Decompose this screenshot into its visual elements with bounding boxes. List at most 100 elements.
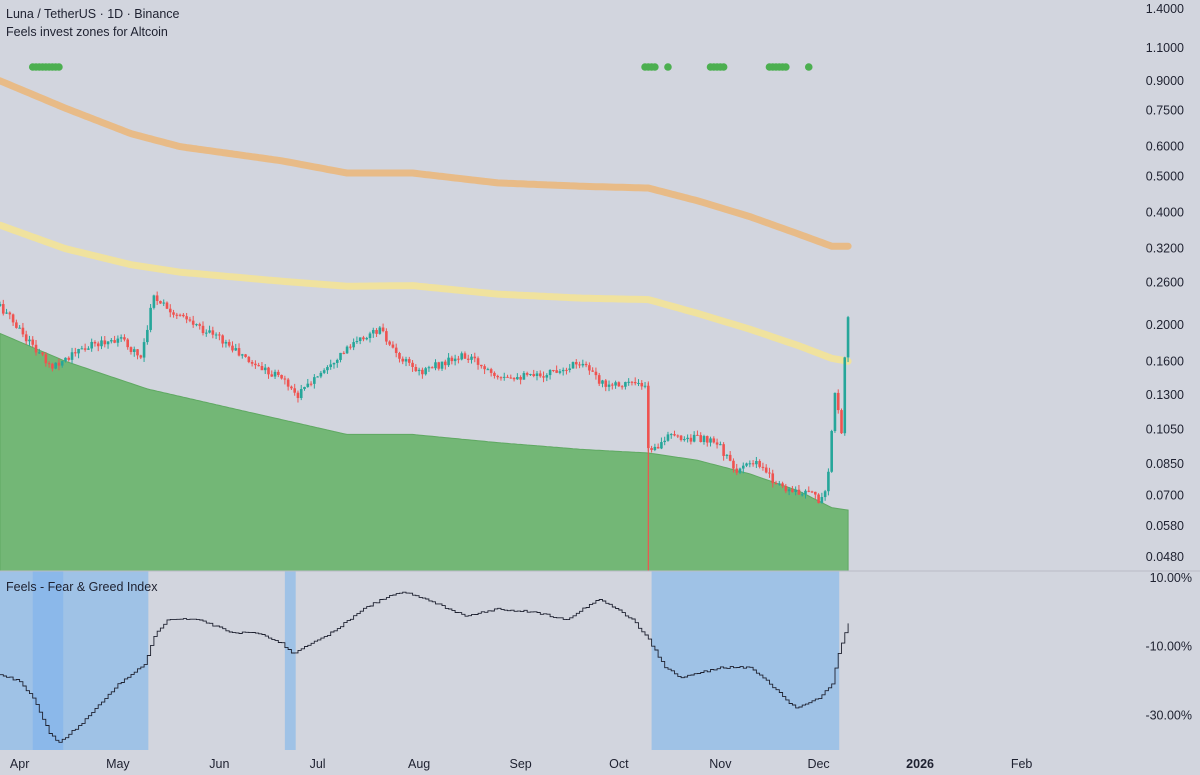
- candle: [532, 369, 536, 378]
- candle: [627, 378, 630, 386]
- candle-body: [349, 346, 352, 348]
- candle-body: [87, 348, 90, 350]
- candle-body: [165, 302, 169, 309]
- candle-body: [830, 431, 833, 472]
- candle-body: [155, 295, 159, 301]
- candle: [476, 356, 480, 370]
- candle: [168, 304, 172, 318]
- candle-body: [558, 371, 562, 373]
- price-tick-label: 0.0480: [1146, 550, 1184, 564]
- candle-body: [529, 374, 532, 376]
- candle-body: [496, 375, 499, 378]
- candle: [460, 351, 463, 361]
- candle: [254, 360, 257, 369]
- candle: [77, 348, 80, 359]
- candle: [1, 299, 5, 316]
- price-tick-label: 0.0700: [1146, 489, 1184, 503]
- candle-body: [692, 434, 696, 442]
- candle-body: [660, 442, 663, 449]
- candle-body: [149, 307, 152, 330]
- candle: [290, 385, 293, 391]
- candle: [758, 459, 761, 469]
- candle: [784, 483, 788, 494]
- candle-body: [804, 490, 807, 495]
- candle-body: [732, 460, 735, 469]
- candle: [735, 463, 739, 476]
- candle: [394, 343, 398, 358]
- candle: [561, 367, 565, 376]
- price-tick-label: 0.1050: [1146, 423, 1184, 437]
- candle: [486, 367, 490, 371]
- candle-body: [470, 356, 473, 360]
- candle-body: [60, 361, 64, 366]
- fg-panel-title[interactable]: Feels - Fear & Greed Index: [6, 580, 158, 594]
- candle: [74, 347, 77, 357]
- candle: [637, 379, 640, 387]
- candle: [574, 359, 578, 369]
- candle-body: [371, 329, 375, 334]
- candle-body: [669, 434, 673, 436]
- indicator-title[interactable]: Feels invest zones for Altcoin: [6, 25, 168, 39]
- invest-signal-dot-25: [804, 63, 813, 71]
- candle: [178, 313, 182, 317]
- candle: [696, 430, 699, 436]
- candle: [100, 336, 103, 350]
- candle-body: [208, 330, 211, 333]
- candle: [358, 337, 362, 345]
- candle: [538, 370, 542, 378]
- candle-body: [542, 376, 545, 378]
- candle: [18, 325, 21, 329]
- candle-body: [594, 371, 598, 376]
- symbol-title[interactable]: Luna / TetherUS · 1D · Binance: [6, 7, 180, 21]
- candle-body: [414, 366, 418, 372]
- candle: [280, 374, 283, 380]
- candle: [0, 301, 2, 308]
- candle-body: [352, 342, 355, 348]
- candle: [581, 359, 585, 368]
- candle-body: [581, 363, 585, 366]
- candle: [643, 381, 647, 389]
- candle: [21, 322, 25, 338]
- candle: [204, 329, 208, 337]
- candle: [774, 480, 778, 485]
- candle-body: [132, 349, 136, 353]
- candle: [814, 491, 817, 500]
- candle: [640, 380, 644, 390]
- candle-body: [21, 327, 25, 335]
- candle-body: [764, 467, 768, 473]
- candle-body: [823, 491, 827, 498]
- candle-body: [421, 369, 424, 375]
- candle-body: [427, 367, 431, 369]
- candle: [41, 352, 44, 357]
- candle: [512, 377, 516, 382]
- candle-body: [466, 358, 470, 360]
- candle: [149, 303, 152, 333]
- candle: [794, 486, 797, 496]
- candle-body: [797, 489, 801, 495]
- candle: [299, 384, 303, 401]
- candle: [466, 354, 470, 363]
- candle: [342, 351, 346, 355]
- candle: [617, 381, 621, 388]
- fear-zone-0: [0, 571, 149, 750]
- candle: [119, 334, 123, 342]
- candle: [93, 340, 97, 347]
- upper-band-line: [0, 77, 852, 250]
- candle: [237, 343, 241, 357]
- candle: [545, 373, 549, 382]
- candle-body: [185, 316, 188, 320]
- candle: [633, 377, 637, 386]
- candle-body: [385, 331, 388, 342]
- candle: [398, 351, 401, 363]
- candle-body: [54, 362, 57, 369]
- candle-body: [375, 329, 378, 334]
- candle: [591, 367, 594, 372]
- candle: [620, 385, 624, 390]
- candle: [444, 359, 447, 370]
- candle: [313, 374, 316, 389]
- candle: [833, 392, 837, 433]
- candle: [296, 390, 300, 403]
- candle-body: [362, 337, 365, 340]
- candle-body: [57, 362, 61, 366]
